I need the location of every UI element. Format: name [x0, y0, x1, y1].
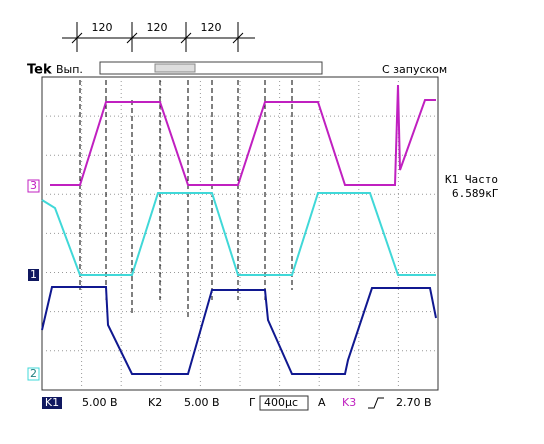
trigger-label: A	[318, 396, 326, 409]
waveform-ch2	[41, 286, 437, 375]
record-window	[154, 63, 196, 73]
waveform-ch1	[41, 192, 436, 276]
ch1-scale: 5.00 В	[82, 396, 118, 409]
interval-label: 120	[92, 21, 113, 34]
run-mode: Вып.	[56, 63, 83, 76]
timebase-box	[259, 395, 309, 411]
trigger-mode: С запуском	[382, 63, 447, 76]
ch1-scale-badge	[42, 397, 62, 409]
ch2-scale: 5.00 В	[184, 396, 220, 409]
timebase: 400µс	[264, 396, 298, 409]
ch1-marker-label: 1	[30, 268, 37, 281]
trigger-source: K3	[342, 396, 356, 409]
interval-label: 120	[201, 21, 222, 34]
timebase-label: Г	[249, 396, 256, 409]
interval-annotation	[62, 22, 255, 52]
ch2-marker	[27, 367, 40, 381]
measurement-value: 6.589кГ	[452, 187, 499, 200]
brand: Tek	[27, 63, 52, 78]
trigger-slope-icon	[368, 397, 384, 409]
record-bar	[99, 61, 323, 75]
waveform-ch3	[50, 84, 436, 186]
ch1-marker	[28, 269, 39, 281]
interval-label: 120	[147, 21, 168, 34]
ch3-marker	[27, 179, 40, 193]
ch2-marker-label: 2	[30, 367, 37, 380]
measurement-label: K1 Часто	[445, 173, 498, 186]
ch1-label: K1	[45, 396, 59, 409]
ch3-marker-label: 3	[30, 179, 37, 192]
ch2-label: K2	[148, 396, 162, 409]
trigger-level: 2.70 В	[396, 396, 432, 409]
